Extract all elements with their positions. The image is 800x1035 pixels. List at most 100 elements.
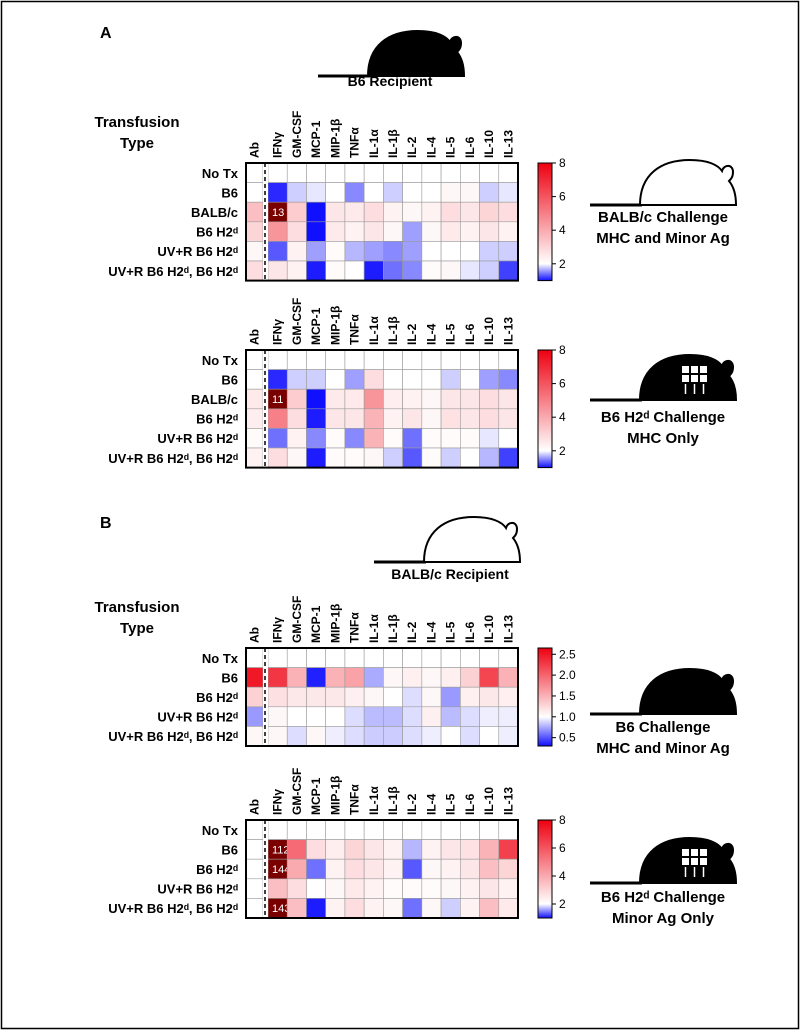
column-label: IFNγ: [271, 132, 285, 158]
cell-label: 13: [272, 207, 284, 219]
heatmap-cell: [479, 839, 500, 860]
column-label: IL-5: [444, 793, 458, 815]
heatmap-cell: [421, 839, 442, 860]
column-label: IL-13: [501, 615, 515, 643]
column-label: IL-5: [444, 323, 458, 345]
heatmap-cell: [498, 447, 519, 468]
heatmap-cell: [421, 878, 442, 899]
heatmap-cell: [286, 388, 307, 410]
heatmap-cell: [421, 858, 442, 880]
heatmap-cell: [267, 878, 288, 899]
heatmap-cell: [402, 667, 423, 688]
row-header: Type: [120, 135, 154, 152]
heatmap-cell: [306, 667, 326, 688]
heatmap-cell: [245, 408, 264, 429]
heatmap-cell: [383, 686, 403, 708]
heatmap-cell: [402, 182, 423, 203]
cell-label: 144: [272, 864, 290, 876]
heatmap-cell: [421, 726, 442, 747]
heatmap-cell: [460, 369, 480, 390]
heatmap-cell: [325, 839, 346, 860]
heatmap-cell: [440, 858, 461, 880]
heatmap-cell: [363, 447, 384, 468]
column-label: IL-10: [482, 130, 496, 158]
heatmap-cell: [286, 878, 307, 899]
heatmap-cell: [440, 201, 461, 223]
heatmap-cell: [402, 447, 423, 468]
column-label: IFNγ: [271, 789, 285, 815]
column-label: IL-13: [501, 317, 515, 345]
heatmap-cell: [325, 726, 346, 747]
heatmap-cell: [460, 162, 480, 183]
heatmap-cell: [421, 686, 442, 708]
heatmap-cell: [363, 839, 384, 860]
heatmap-cell: [498, 260, 519, 281]
column-label: IL-4: [424, 793, 438, 815]
column-label: Ab: [248, 142, 262, 158]
mouse-pattern: [682, 375, 689, 382]
heatmap-cell: [402, 349, 423, 370]
column-label: IL-5: [444, 136, 458, 158]
heatmap-cell: [479, 201, 500, 223]
column-label: IL-1β: [386, 129, 400, 158]
row-label: UV+R B6 H2ᵈ, B6 H2ᵈ: [108, 451, 238, 466]
column-label: IL-6: [463, 793, 477, 815]
heatmap-cell: [440, 726, 461, 747]
heatmap-cell: [267, 349, 288, 370]
heatmap-cell: [286, 408, 307, 429]
column-label: IL-10: [482, 615, 496, 643]
colorbar: [537, 349, 553, 469]
heatmap-cell: [460, 221, 480, 242]
heatmap-cell: [306, 260, 326, 281]
heatmap-cell: [421, 260, 442, 281]
heatmap-cell: [267, 706, 288, 727]
row-label: UV+R B6 H2ᵈ, B6 H2ᵈ: [108, 264, 238, 279]
cell-label: 143: [272, 903, 290, 915]
challenge-caption: B6 H2ᵈ Challenge: [601, 409, 725, 426]
row-label: B6: [221, 185, 238, 200]
heatmap-cell: [344, 408, 365, 429]
challenge-caption: MHC Only: [627, 430, 699, 447]
column-label: IL-2: [405, 793, 419, 815]
panel-label: A: [100, 25, 112, 42]
column-label: IFNγ: [271, 617, 285, 643]
colorbar-tick-label: 8: [559, 156, 566, 170]
heatmap-cell: [286, 241, 307, 262]
heatmap-cell: [460, 858, 480, 880]
heatmap-cell: [267, 686, 288, 708]
heatmap-cell: [383, 428, 403, 449]
heatmap-cell: [267, 369, 288, 390]
heatmap-cell: [325, 667, 346, 688]
heatmap-cell: [498, 221, 519, 242]
row-label: B6 H2ᵈ: [196, 412, 238, 427]
column-label: IL-1β: [386, 614, 400, 643]
heatmap-cell: [440, 839, 461, 860]
column-label: GM-CSF: [290, 298, 304, 345]
heatmap-cell: [344, 221, 365, 242]
heatmap-cell: [267, 447, 288, 468]
column-label: IL-2: [405, 136, 419, 158]
heatmap-cell: [498, 667, 519, 688]
column-label: IL-1α: [367, 614, 381, 643]
panel-label: B: [100, 515, 112, 532]
heatmap-cell: [383, 878, 403, 899]
row-label: B6 H2ᵈ: [196, 225, 238, 240]
heatmap-cell: [306, 647, 326, 668]
heatmap-cell: [344, 819, 365, 840]
heatmap-cell: [421, 221, 442, 242]
heatmap-cell: [421, 647, 442, 668]
heatmap-cell: [498, 241, 519, 262]
column-label: MCP-1: [309, 307, 323, 345]
heatmap-cell: [383, 667, 403, 688]
cell-label: 11: [272, 394, 283, 406]
heatmap-cell: [286, 428, 307, 449]
colorbar-tick-label: 1.5: [559, 689, 576, 703]
row-header: Transfusion: [94, 114, 179, 131]
heatmap-cell: [325, 858, 346, 880]
heatmap-cell: [383, 162, 403, 183]
column-label: IL-1β: [386, 316, 400, 345]
heatmap-cell: [286, 447, 307, 468]
colorbar-tick-label: 8: [559, 813, 566, 827]
heatmap-cell: [286, 706, 307, 727]
heatmap-cell: [383, 349, 403, 370]
